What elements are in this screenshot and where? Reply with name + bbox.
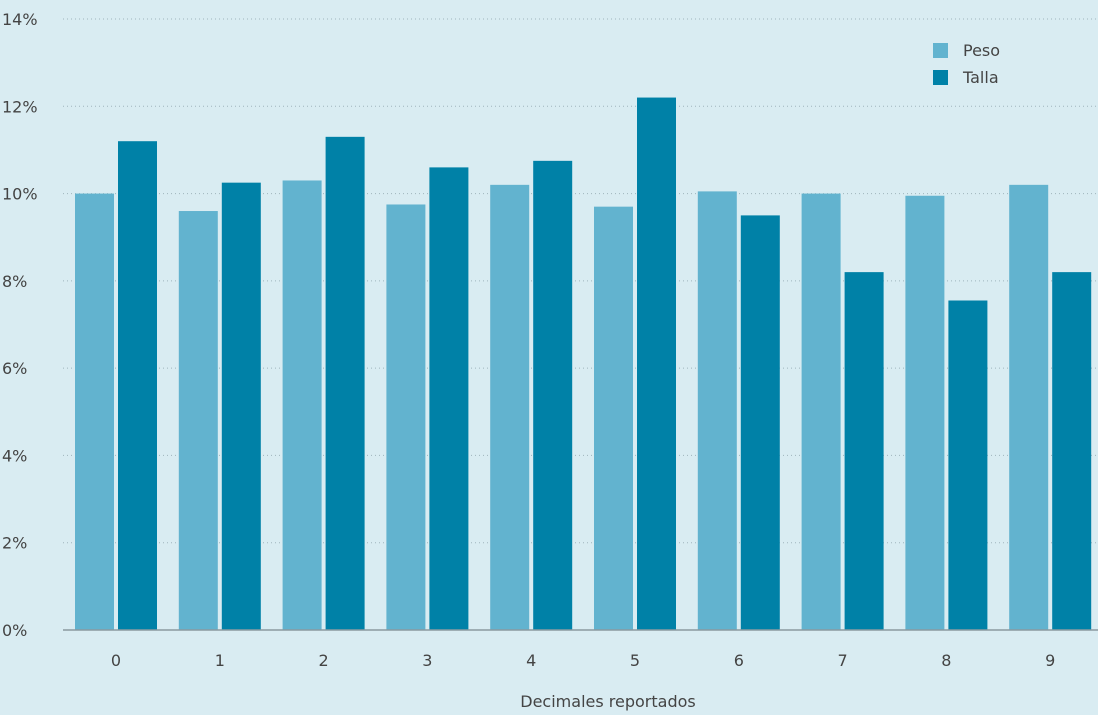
y-tick-label: 14% bbox=[2, 10, 38, 29]
legend: Peso Talla bbox=[933, 41, 1000, 87]
legend-swatch-talla bbox=[933, 70, 948, 85]
bar-peso-2 bbox=[282, 180, 322, 630]
x-tick-label: 1 bbox=[215, 651, 225, 670]
bar-peso-6 bbox=[697, 191, 737, 630]
bar-peso-8 bbox=[905, 195, 945, 630]
y-tick-label: 6% bbox=[2, 359, 27, 378]
x-tick-label: 8 bbox=[941, 651, 951, 670]
x-tick-label: 9 bbox=[1045, 651, 1055, 670]
bar-talla-8 bbox=[948, 300, 988, 630]
x-tick-label: 7 bbox=[838, 651, 848, 670]
x-tick-label: 6 bbox=[734, 651, 744, 670]
bar-talla-9 bbox=[1052, 272, 1092, 630]
y-tick-label: 12% bbox=[2, 97, 38, 116]
bar-peso-3 bbox=[386, 204, 426, 630]
bar-peso-7 bbox=[801, 193, 841, 631]
y-tick-label: 4% bbox=[2, 446, 27, 465]
bars-layer bbox=[75, 97, 1092, 631]
bar-talla-4 bbox=[533, 160, 573, 630]
y-tick-label: 8% bbox=[2, 272, 27, 291]
legend-label-peso: Peso bbox=[963, 41, 1000, 60]
legend-swatch-peso bbox=[933, 43, 948, 58]
y-tick-label: 10% bbox=[2, 185, 38, 204]
bar-talla-0 bbox=[118, 141, 157, 630]
x-tick-label: 5 bbox=[630, 651, 640, 670]
y-tick-label: 0% bbox=[2, 621, 27, 640]
bar-talla-2 bbox=[325, 136, 365, 631]
x-tick-label: 0 bbox=[111, 651, 121, 670]
y-tick-label: 2% bbox=[2, 534, 27, 553]
bar-talla-5 bbox=[637, 97, 676, 631]
legend-label-talla: Talla bbox=[962, 68, 999, 87]
x-tick-label: 4 bbox=[526, 651, 536, 670]
bar-peso-9 bbox=[1009, 184, 1049, 631]
x-tick-label: 2 bbox=[319, 651, 329, 670]
x-axis-title: Decimales reportados bbox=[520, 692, 695, 711]
bar-peso-1 bbox=[178, 211, 218, 630]
axis-layer: 0% 2% 4% 6% 8% 10% 12% 14% 0 1 2 3 4 5 6 7 8 9 bbox=[2, 10, 1098, 670]
bar-talla-3 bbox=[429, 167, 469, 630]
x-tick-label: 3 bbox=[422, 651, 432, 670]
bar-peso-0 bbox=[75, 193, 114, 631]
bar-talla-1 bbox=[221, 182, 261, 631]
bar-talla-7 bbox=[844, 272, 884, 630]
bar-peso-4 bbox=[490, 184, 530, 631]
bar-peso-5 bbox=[594, 206, 633, 630]
bar-talla-6 bbox=[740, 215, 780, 630]
